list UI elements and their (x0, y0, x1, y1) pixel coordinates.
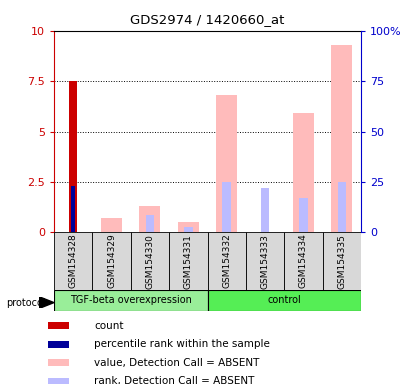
Bar (139, 206, 161, 232)
Text: GSM154331: GSM154331 (184, 234, 193, 288)
Text: GSM154330: GSM154330 (145, 234, 154, 288)
Text: GSM154328: GSM154328 (68, 234, 78, 288)
Text: GSM154332: GSM154332 (222, 234, 231, 288)
Text: control: control (267, 295, 301, 306)
Bar (331, 45, 352, 232)
Text: GSM154334: GSM154334 (299, 234, 308, 288)
Bar (71, 186, 76, 232)
Text: protocol: protocol (6, 298, 46, 308)
Polygon shape (39, 297, 54, 308)
Bar (208, 232, 246, 290)
Text: GSM154333: GSM154333 (261, 234, 270, 288)
Bar (93, 232, 131, 290)
Bar (323, 232, 361, 290)
Bar (216, 95, 237, 232)
Text: value, Detection Call = ABSENT: value, Detection Call = ABSENT (94, 358, 260, 368)
Bar (246, 232, 284, 290)
Bar (101, 218, 122, 232)
Bar (54, 290, 208, 311)
Bar (284, 232, 323, 290)
Bar (169, 232, 208, 290)
Bar (184, 227, 193, 232)
Text: percentile rank within the sample: percentile rank within the sample (94, 339, 270, 349)
Bar (208, 290, 361, 311)
Bar (49, 322, 69, 329)
Text: GDS2974 / 1420660_at: GDS2974 / 1420660_at (130, 13, 285, 26)
Bar (131, 232, 169, 290)
Text: GSM154335: GSM154335 (337, 234, 347, 288)
Text: TGF-beta overexpression: TGF-beta overexpression (70, 295, 192, 306)
Bar (178, 222, 199, 232)
Bar (49, 377, 69, 384)
Text: rank, Detection Call = ABSENT: rank, Detection Call = ABSENT (94, 376, 255, 384)
Bar (49, 359, 69, 366)
Bar (49, 341, 69, 348)
Bar (338, 182, 346, 232)
Bar (69, 81, 77, 232)
Bar (261, 188, 269, 232)
Bar (222, 182, 231, 232)
Bar (293, 113, 314, 232)
Text: count: count (94, 321, 124, 331)
Bar (54, 232, 92, 290)
Text: GSM154329: GSM154329 (107, 234, 116, 288)
Bar (299, 198, 308, 232)
Bar (146, 215, 154, 232)
